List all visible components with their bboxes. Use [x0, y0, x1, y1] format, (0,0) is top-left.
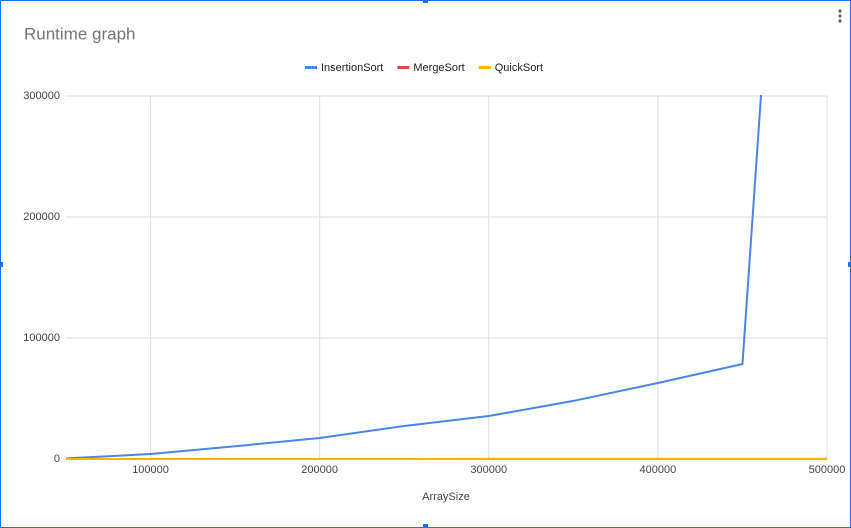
x-axis-title: ArraySize [422, 491, 470, 503]
x-tick-label: 300000 [470, 464, 507, 476]
y-tick-label: 100000 [23, 332, 60, 344]
y-tick-label: 200000 [23, 211, 60, 223]
y-tick-label: 300000 [23, 90, 60, 102]
x-tick-label: 100000 [132, 464, 169, 476]
y-tick-label: 0 [54, 453, 60, 465]
legend-label: QuickSort [495, 62, 543, 74]
menu-icon[interactable] [838, 9, 842, 23]
handle [848, 262, 851, 267]
legend-swatch [478, 66, 491, 69]
legend-swatch [397, 66, 410, 69]
legend-swatch [305, 66, 317, 69]
legend-label: MergeSort [413, 62, 464, 74]
chart-title: Runtime graph [24, 24, 136, 43]
x-tick-label: 200000 [301, 464, 338, 476]
legend-label: InsertionSort [321, 62, 383, 74]
x-tick-label: 500000 [809, 464, 846, 476]
handle [0, 262, 3, 267]
handle [423, 0, 428, 3]
x-tick-label: 400000 [640, 464, 677, 476]
series-line [66, 95, 763, 460]
handle [423, 524, 428, 528]
